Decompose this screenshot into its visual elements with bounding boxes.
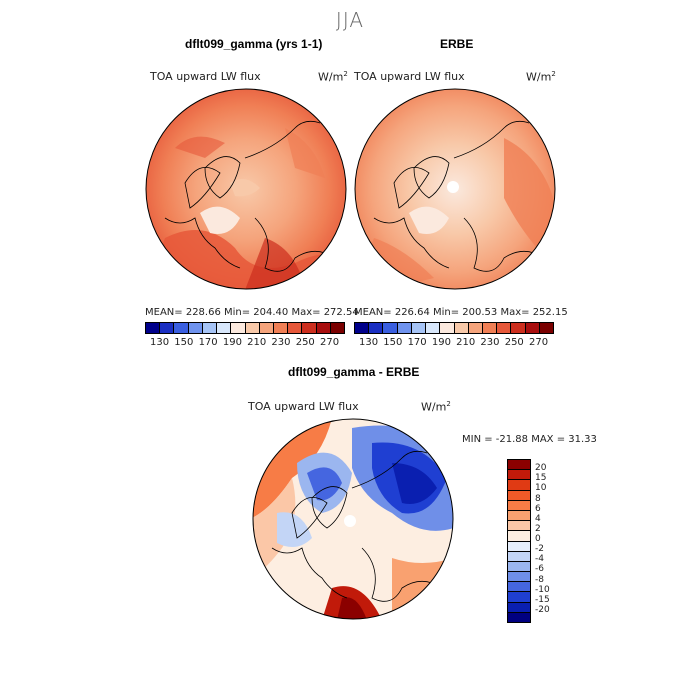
season-title: JJA	[335, 8, 365, 32]
colorbar-swatch	[508, 480, 530, 491]
colorbar-tick-label: 130	[150, 337, 170, 348]
colorbar-swatch	[302, 323, 317, 333]
colorbar-tick-label: 150	[383, 337, 403, 348]
colorbar-swatch	[411, 323, 427, 333]
colorbar-swatch	[508, 490, 530, 501]
colorbar-swatch	[508, 470, 530, 481]
colorbar-level-label: -6	[535, 564, 544, 575]
colorbar-difference	[507, 459, 531, 623]
colorbar-level-label: 8	[535, 493, 541, 504]
colorbar-swatch	[330, 323, 345, 333]
colorbar-erbe	[354, 322, 554, 334]
colorbar-swatch	[355, 323, 370, 333]
colorbar-tick-label: 190	[431, 337, 451, 348]
colorbar-tick-label: 270	[320, 337, 340, 348]
colorbar-erbe-ticks: 130 150 170 190 210 230 250 270	[354, 337, 552, 349]
colorbar-swatch	[202, 323, 218, 333]
panel1-variable: TOA upward LW flux	[150, 70, 261, 83]
colorbar-swatch	[482, 323, 498, 333]
diff-title: dflt099_gamma - ERBE	[288, 365, 420, 379]
colorbar-swatch	[508, 500, 530, 511]
colorbar-swatch	[525, 323, 540, 333]
polar-map-model	[145, 88, 347, 290]
panel1-title: dflt099_gamma (yrs 1-1)	[185, 37, 323, 51]
panel2-title: ERBE	[440, 37, 474, 51]
colorbar-difference-labels: 20 15 10 8 6 4 2 0 -2 -4 -6 -8 -10 -15 -20	[535, 459, 565, 621]
colorbar-tick-label: 210	[456, 337, 476, 348]
colorbar-swatch	[288, 323, 303, 333]
panel1-units: W/m2	[318, 70, 348, 84]
colorbar-swatch	[468, 323, 483, 333]
colorbar-swatch	[146, 323, 161, 333]
colorbar-swatch	[508, 531, 530, 542]
colorbar-level-label: -15	[535, 594, 550, 605]
colorbar-tick-label: 130	[359, 337, 379, 348]
panel2-variable: TOA upward LW flux	[354, 70, 465, 83]
colorbar-swatch	[508, 592, 530, 603]
colorbar-swatch	[397, 323, 412, 333]
colorbar-level-label: 0	[535, 534, 541, 544]
colorbar-tick-label: 210	[247, 337, 267, 348]
colorbar-tick-label: 170	[198, 337, 218, 348]
colorbar-swatch	[508, 460, 530, 471]
colorbar-swatch	[245, 323, 260, 333]
diff-variable: TOA upward LW flux	[248, 400, 359, 413]
colorbar-tick-label: 190	[222, 337, 242, 348]
colorbar-swatch	[508, 602, 530, 613]
colorbar-swatch	[497, 323, 512, 333]
colorbar-swatch	[508, 612, 530, 622]
colorbar-swatch	[508, 551, 530, 562]
colorbar-swatch	[369, 323, 384, 333]
panel1-stats: MEAN= 228.66 Min= 204.40 Max= 272.54	[145, 307, 359, 318]
colorbar-level-label: 2	[535, 523, 541, 534]
colorbar-swatch	[454, 323, 469, 333]
colorbar-level-label: -20	[535, 604, 550, 615]
colorbar-level-label: -4	[535, 554, 544, 565]
colorbar-level-label: 15	[535, 473, 547, 484]
colorbar-model	[145, 322, 345, 334]
colorbar-swatch	[273, 323, 289, 333]
colorbar-swatch	[539, 323, 554, 333]
colorbar-tick-label: 230	[271, 337, 291, 348]
colorbar-swatch	[508, 561, 530, 573]
colorbar-tick-label: 170	[407, 337, 427, 348]
colorbar-level-label: -10	[535, 584, 550, 595]
colorbar-level-label: -2	[535, 544, 544, 555]
polar-map-difference	[252, 418, 454, 620]
colorbar-swatch	[160, 323, 175, 333]
colorbar-swatch	[383, 323, 398, 333]
polar-map-erbe	[354, 88, 556, 290]
colorbar-level-label: 6	[535, 503, 541, 514]
colorbar-tick-label: 250	[504, 337, 524, 348]
colorbar-swatch	[508, 541, 530, 552]
colorbar-tick-label: 150	[174, 337, 194, 348]
colorbar-level-label: 4	[535, 513, 541, 524]
panel2-units: W/m2	[526, 70, 556, 84]
colorbar-swatch	[174, 323, 189, 333]
colorbar-swatch	[511, 323, 526, 333]
colorbar-swatch	[426, 323, 441, 333]
colorbar-swatch	[259, 323, 274, 333]
colorbar-swatch	[231, 323, 246, 333]
colorbar-swatch	[508, 510, 530, 522]
diff-units: W/m2	[421, 400, 451, 414]
colorbar-swatch	[508, 572, 530, 583]
colorbar-swatch	[508, 582, 530, 593]
colorbar-swatch	[188, 323, 203, 333]
colorbar-model-ticks: 130 150 170 190 210 230 250 270	[145, 337, 343, 349]
colorbar-tick-label: 270	[529, 337, 549, 348]
colorbar-swatch	[316, 323, 331, 333]
colorbar-swatch	[217, 323, 232, 333]
diff-minmax: MIN = -21.88 MAX = 31.33	[462, 434, 597, 445]
panel2-stats: MEAN= 226.64 Min= 200.53 Max= 252.15	[354, 307, 568, 318]
colorbar-tick-label: 250	[295, 337, 315, 348]
colorbar-level-label: -8	[535, 574, 544, 585]
colorbar-level-label: 10	[535, 483, 547, 494]
colorbar-swatch	[508, 521, 530, 532]
colorbar-swatch	[440, 323, 455, 333]
colorbar-tick-label: 230	[480, 337, 500, 348]
colorbar-level-label: 20	[535, 463, 547, 474]
